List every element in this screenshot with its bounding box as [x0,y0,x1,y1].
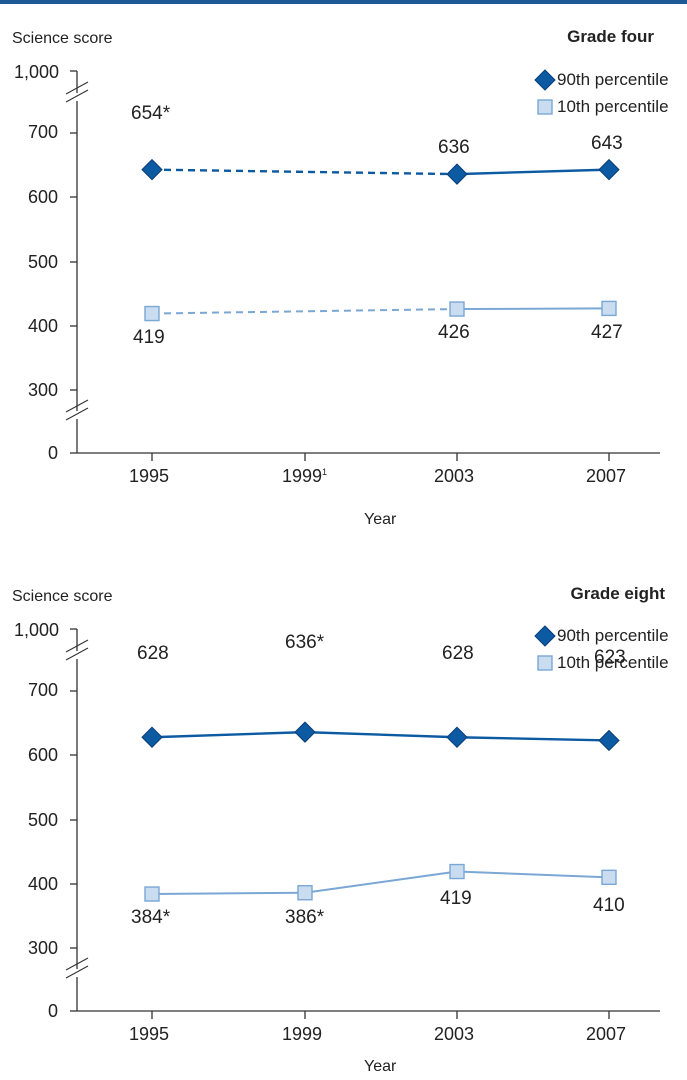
series-line-90th [304,730,458,739]
legend-marker-square [537,99,553,115]
series-line-90th [151,168,458,176]
data-point-10th [144,886,160,902]
data-label: 426 [438,322,470,343]
legend-label-10th: 10th percentile [557,97,669,116]
data-point-90th [141,726,163,748]
series-line-10th [456,870,610,879]
x-tick-label: 19991 [282,466,328,486]
y-axis-title: Science score [12,30,113,47]
data-point-10th [449,863,465,880]
y-tick-label: 700 [27,680,58,700]
y-tick-label: 600 [27,745,58,765]
legend-marker-diamond [534,625,556,647]
legend-marker-square [537,655,553,671]
x-tick-label: 1995 [129,466,170,486]
x-tick-label: 2003 [434,466,475,486]
y-tick-label: 700 [27,122,58,142]
x-tick-label: 1999 [282,1024,323,1044]
data-label: 410 [593,895,625,916]
top-rule [0,0,687,4]
y-tick-label: 500 [27,810,58,830]
data-point-90th [598,729,620,752]
series-line-10th [456,307,610,311]
plot-area [65,625,660,1019]
y-tick-label: 600 [27,187,58,207]
data-label: 628 [137,643,169,664]
data-label: 384* [131,907,171,928]
axis-break-mark [65,647,89,661]
x-axis-title: Year [364,1058,397,1075]
axis-break-mark [65,957,89,971]
data-label: 427 [591,322,623,343]
data-point-10th [144,305,160,322]
series-line-10th [304,870,458,894]
y-tick-label: 500 [27,252,58,272]
data-label: 419 [440,888,472,909]
legend-marker-diamond [534,69,556,91]
chart-title: Grade eight [570,584,665,603]
plot-area [65,69,660,461]
data-point-90th [598,158,620,181]
x-axis-title: Year [364,511,397,528]
y-axis-title: Science score [12,588,113,605]
series-line-90th [456,168,610,176]
data-point-90th [446,163,468,185]
axis-break-mark [65,399,89,413]
data-label: 623 [594,647,626,668]
data-point-90th [294,721,316,743]
data-point-90th [141,158,163,181]
x-tick-label: 2007 [586,466,627,486]
data-point-10th [449,301,465,317]
x-tick-label: 1995 [129,1024,170,1044]
chart-grade-four: Science score Grade four 1,000 700 600 5… [0,0,687,530]
series-line-90th [456,736,610,742]
data-label: 636* [285,632,325,653]
axis-break-mark [65,639,89,653]
data-point-10th [601,869,617,886]
legend-label-90th: 90th percentile [557,70,669,89]
y-tick-label: 400 [27,874,58,894]
x-tick-label: 2003 [434,1024,475,1044]
axis-break-mark [65,81,89,95]
axis-break-mark [65,407,89,421]
series-line-10th [151,891,306,896]
data-label: 386* [285,907,325,928]
data-point-10th [601,300,617,317]
y-tick-label: 1,000 [14,620,60,640]
chart-title: Grade four [567,27,654,46]
chart-grade-eight: Science score Grade eight 1,000 700 600 … [0,558,687,1080]
x-tick-label: 2007 [586,1024,627,1044]
data-label: 654* [131,103,171,124]
legend-label-10th: 10th percentile [557,653,669,672]
data-point-10th [297,885,313,901]
series-line-90th [151,730,306,739]
data-label: 643 [591,133,623,154]
y-tick-label: 1,000 [14,62,60,82]
series-line-10th [151,308,458,315]
data-label: 628 [442,643,474,664]
axis-break-mark [65,89,89,103]
y-tick-label: 0 [47,1001,58,1021]
data-label: 419 [133,327,165,348]
data-label: 636 [438,137,470,158]
y-tick-label: 0 [47,443,58,463]
data-point-90th [446,726,468,748]
y-tick-label: 300 [27,380,58,400]
axis-break-mark [65,965,89,979]
y-tick-label: 400 [27,316,58,336]
legend-label-90th: 90th percentile [557,626,669,645]
y-tick-label: 300 [27,938,58,958]
